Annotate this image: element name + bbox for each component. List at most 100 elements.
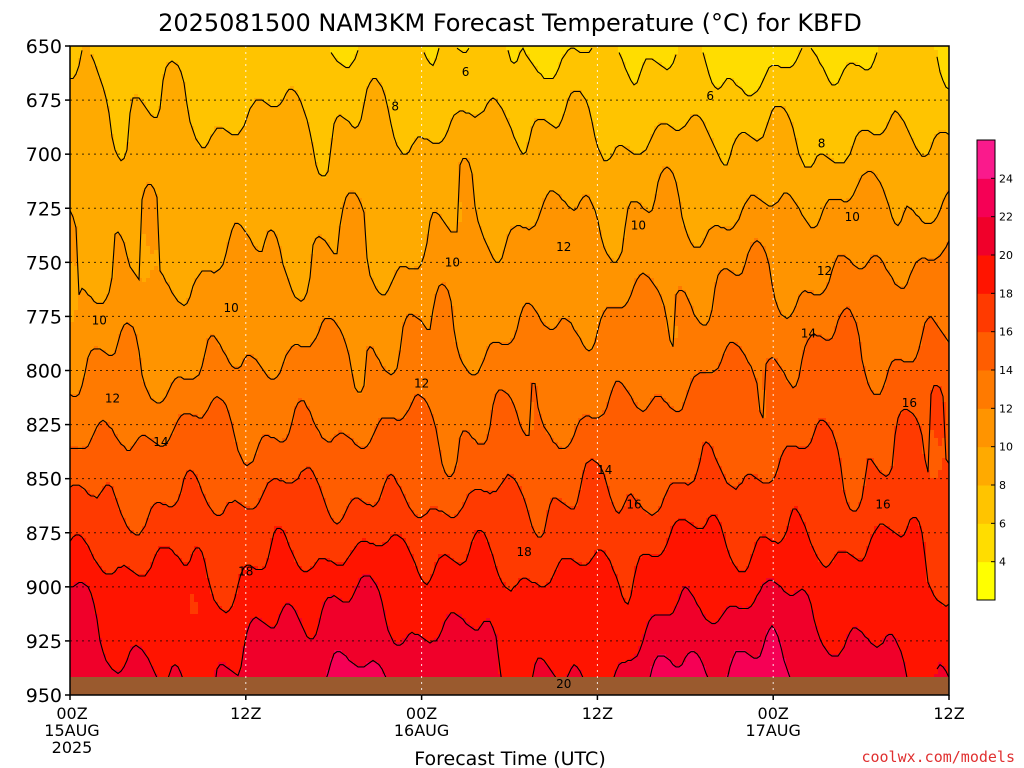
temperature-cell bbox=[714, 58, 719, 63]
temperature-cell bbox=[914, 54, 919, 59]
temperature-cell bbox=[478, 50, 483, 55]
temperature-cell bbox=[842, 58, 847, 63]
temperature-cell bbox=[314, 54, 319, 59]
temperature-cell bbox=[350, 50, 355, 55]
temperature-cell bbox=[826, 54, 831, 59]
temperature-cell bbox=[810, 54, 815, 59]
temperature-cell bbox=[794, 50, 799, 55]
temperature-cell bbox=[110, 50, 115, 55]
temperature-cell bbox=[766, 58, 771, 63]
temperature-cell bbox=[690, 54, 695, 59]
temperature-cell bbox=[594, 50, 599, 55]
temperature-cell bbox=[762, 54, 767, 59]
temperature-cell bbox=[830, 54, 835, 59]
temperature-cell bbox=[206, 50, 211, 55]
temperature-cell bbox=[94, 50, 99, 55]
temperature-cell bbox=[630, 58, 635, 63]
temperature-cell bbox=[578, 62, 583, 67]
temperature-cell bbox=[854, 58, 859, 63]
temperature-cell bbox=[366, 58, 371, 63]
temperature-cell bbox=[482, 58, 487, 63]
temperature-cell bbox=[878, 58, 883, 63]
temperature-cell bbox=[726, 54, 731, 59]
temperature-cell bbox=[474, 54, 479, 59]
temperature-cell bbox=[834, 50, 839, 55]
temperature-cell bbox=[98, 62, 103, 67]
temperature-cell bbox=[534, 62, 539, 67]
temperature-cell bbox=[414, 54, 419, 59]
temperature-cell bbox=[414, 62, 419, 67]
chart-title: 2025081500 NAM3KM Forecast Temperature (… bbox=[158, 9, 862, 37]
temperature-cell bbox=[530, 50, 535, 55]
temperature-cell bbox=[538, 58, 543, 63]
temperature-cell bbox=[818, 54, 823, 59]
temperature-cell bbox=[738, 50, 743, 55]
temperature-cell bbox=[318, 54, 323, 59]
temperature-cell bbox=[230, 50, 235, 55]
temperature-cell bbox=[546, 50, 551, 55]
temperature-cell bbox=[838, 50, 843, 55]
temperature-cell bbox=[774, 54, 779, 59]
temperature-cell bbox=[150, 54, 155, 59]
temperature-cell bbox=[610, 50, 615, 55]
temperature-cell bbox=[934, 50, 939, 55]
temperature-cell bbox=[450, 62, 455, 67]
temperature-cell bbox=[462, 58, 467, 63]
temperature-cell bbox=[574, 62, 579, 67]
temperature-cell bbox=[190, 54, 195, 59]
temperature-cell bbox=[922, 58, 927, 63]
temperature-cell bbox=[398, 54, 403, 59]
temperature-cell bbox=[854, 50, 859, 55]
temperature-cell bbox=[294, 54, 299, 59]
temperature-cell bbox=[918, 50, 923, 55]
temperature-cell bbox=[870, 50, 875, 55]
temperature-cell bbox=[598, 54, 603, 59]
temperature-cell bbox=[734, 58, 739, 63]
temperature-cell bbox=[158, 58, 163, 63]
temperature-cell bbox=[198, 62, 203, 67]
temperature-cell bbox=[746, 50, 751, 55]
temperature-cell bbox=[306, 54, 311, 59]
temperature-cell bbox=[310, 62, 315, 67]
temperature-cell bbox=[310, 58, 315, 63]
temperature-cell bbox=[422, 62, 427, 67]
temperature-cell bbox=[722, 54, 727, 59]
temperature-cell bbox=[222, 58, 227, 63]
temperature-cell bbox=[274, 54, 279, 59]
temperature-cell bbox=[82, 62, 87, 67]
temperature-cell bbox=[858, 58, 863, 63]
temperature-cell bbox=[230, 58, 235, 63]
temperature-cell bbox=[746, 58, 751, 63]
temperature-cell bbox=[690, 58, 695, 63]
temperature-cell bbox=[710, 50, 715, 55]
temperature-cell bbox=[314, 58, 319, 63]
temperature-cell bbox=[526, 62, 531, 67]
temperature-cell bbox=[378, 58, 383, 63]
temperature-cell bbox=[410, 58, 415, 63]
temperature-cell bbox=[342, 50, 347, 55]
temperature-cell bbox=[754, 54, 759, 59]
temperature-cell bbox=[190, 50, 195, 55]
temperature-cell bbox=[890, 50, 895, 55]
temperature-cell bbox=[394, 62, 399, 67]
temperature-cell bbox=[290, 50, 295, 55]
temperature-cell bbox=[662, 58, 667, 63]
temperature-cell bbox=[214, 58, 219, 63]
temperature-cell bbox=[574, 54, 579, 59]
temperature-cell bbox=[126, 50, 131, 55]
temperature-cell bbox=[914, 50, 919, 55]
temperature-cell bbox=[462, 54, 467, 59]
temperature-cell bbox=[750, 50, 755, 55]
temperature-cell bbox=[718, 58, 723, 63]
temperature-cell bbox=[786, 58, 791, 63]
temperature-cell bbox=[622, 50, 627, 55]
temperature-cell bbox=[486, 58, 491, 63]
temperature-cell bbox=[194, 58, 199, 63]
temperature-cell bbox=[942, 50, 947, 55]
temperature-cell bbox=[430, 50, 435, 55]
temperature-cell bbox=[494, 58, 499, 63]
temperature-cell bbox=[590, 54, 595, 59]
temperature-cell bbox=[802, 50, 807, 55]
temperature-cell bbox=[218, 62, 223, 67]
temperature-cell bbox=[230, 62, 235, 67]
